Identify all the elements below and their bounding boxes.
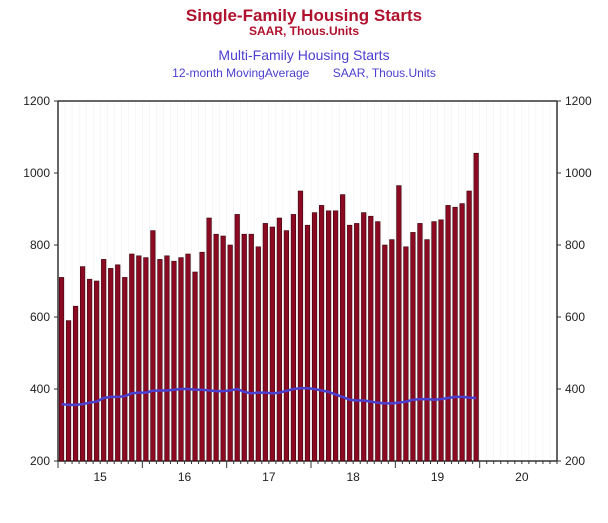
- bar: [164, 255, 170, 462]
- bar: [354, 223, 360, 462]
- y-tick-label-right: 400: [565, 382, 585, 396]
- bar: [283, 230, 290, 462]
- bar: [297, 190, 304, 462]
- bar: [389, 239, 395, 462]
- bar: [206, 217, 212, 462]
- bar: [473, 152, 479, 462]
- bar: [424, 239, 430, 462]
- bar: [410, 232, 416, 462]
- y-tick-label-right: 800: [565, 238, 585, 252]
- bar: [115, 264, 121, 462]
- y-tick-label-left: 1200: [23, 94, 50, 108]
- bar: [178, 257, 184, 462]
- bar: [213, 233, 219, 462]
- bar: [58, 277, 65, 462]
- bar: [122, 277, 128, 462]
- x-tick-label: 17: [262, 470, 276, 484]
- bar: [108, 268, 114, 462]
- y-tick-label-left: 1000: [23, 166, 50, 180]
- y-tick-label-right: 1000: [565, 166, 592, 180]
- bar: [185, 253, 191, 462]
- bar: [417, 223, 423, 462]
- bar: [136, 255, 142, 462]
- bar: [199, 251, 205, 462]
- bar: [459, 203, 465, 462]
- subtitle-note: 12-month MovingAverage: [172, 66, 310, 80]
- bar: [241, 233, 247, 462]
- bar: [368, 215, 374, 462]
- bar: [101, 259, 107, 462]
- bar: [375, 221, 381, 462]
- x-tick-label: 15: [93, 470, 107, 484]
- bar: [129, 253, 135, 462]
- y-tick-label-right: 1200: [565, 94, 592, 108]
- bar: [361, 212, 367, 462]
- bar: [269, 226, 275, 462]
- chart-title-units: SAAR, Thous.Units: [249, 24, 359, 38]
- bar: [340, 194, 346, 462]
- chart-subtitle-line: 12-month MovingAverage SAAR, Thous.Units: [0, 66, 608, 80]
- bar: [431, 221, 437, 462]
- multi-family-line: [61, 387, 477, 407]
- x-tick-label: 19: [431, 470, 445, 484]
- bar: [220, 235, 226, 462]
- y-tick-label-right: 600: [565, 310, 585, 324]
- bar: [72, 305, 79, 462]
- y-tick-label-left: 200: [30, 454, 50, 468]
- bar: [452, 206, 458, 462]
- bar: [290, 214, 297, 462]
- y-tick-label-right: 200: [565, 454, 585, 468]
- x-tick-label: 18: [347, 470, 361, 484]
- x-tick-label: 16: [178, 470, 192, 484]
- bar: [347, 224, 353, 462]
- y-tick-label-left: 400: [30, 382, 50, 396]
- bar: [333, 210, 339, 462]
- bar: [94, 280, 100, 462]
- subtitle-units: SAAR, Thous.Units: [332, 66, 436, 80]
- bar: [227, 244, 233, 462]
- bar: [87, 278, 93, 462]
- bar: [438, 219, 444, 462]
- bar: [255, 246, 261, 462]
- bar: [79, 266, 86, 462]
- bar: [65, 320, 72, 462]
- chart-title: Single-Family Housing Starts: [185, 6, 423, 25]
- bar: [157, 259, 163, 462]
- bar: [466, 190, 472, 462]
- bar: [403, 246, 409, 462]
- bar: [234, 214, 240, 462]
- bar: [311, 212, 318, 462]
- bar: [325, 210, 332, 462]
- y-tick-label-left: 600: [30, 310, 50, 324]
- y-tick-label-left: 800: [30, 238, 50, 252]
- bar: [276, 217, 282, 462]
- bar: [318, 205, 325, 462]
- x-tick-label: 20: [515, 470, 529, 484]
- bar: [396, 185, 402, 462]
- bar: [248, 233, 254, 462]
- bar: [382, 244, 388, 462]
- bar: [143, 257, 149, 462]
- bar: [150, 230, 156, 462]
- chart-subtitle: Multi-Family Housing Starts: [218, 47, 390, 63]
- bar: [171, 260, 177, 462]
- bar: [445, 205, 451, 462]
- bar: [304, 224, 311, 462]
- bar: [192, 271, 198, 462]
- bar: [262, 223, 268, 462]
